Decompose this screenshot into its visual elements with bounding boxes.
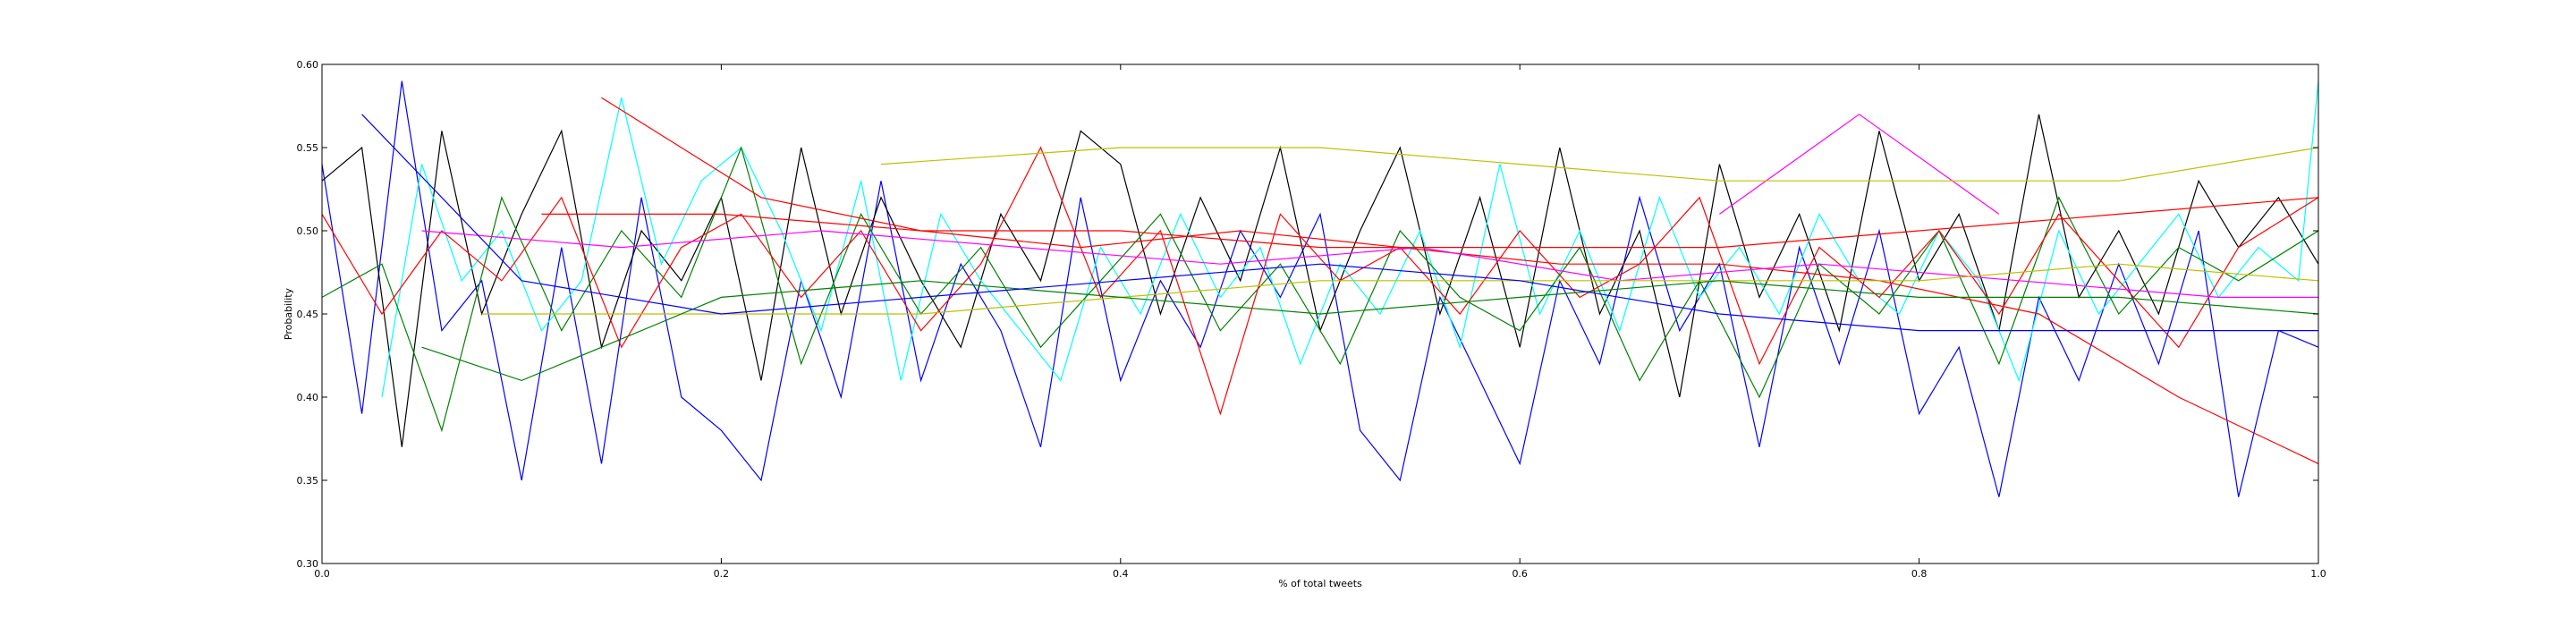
series-line-3 [381,80,2318,398]
y-tick-label-5: 0.50 [297,225,319,237]
x-tick-label-6: 1.0 [2310,568,2326,580]
series-line-10 [481,263,2318,315]
x-tick-label-3: 0.4 [1113,568,1129,580]
x-tick-label-4: 0.6 [1512,568,1528,580]
series-line-5 [322,146,2318,416]
x-axis-label: % of total tweets [1278,578,1362,589]
x-tick-label-2: 0.2 [714,568,730,580]
y-tick-label-1: 0.30 [297,558,319,570]
y-tick-label-2: 0.35 [297,475,319,487]
series-line-11 [421,280,2318,382]
x-tick-label-1: 0.0 [314,568,330,580]
series-line-9 [880,147,2318,182]
y-axis-label: Probability [283,287,294,340]
series-line-1 [322,80,2318,497]
y-tick-label-4: 0.45 [297,309,319,320]
y-tick-label-7: 0.60 [297,59,319,71]
series-line-12 [361,114,2318,332]
y-tick-label-6: 0.55 [297,142,319,154]
series-line-6 [601,97,2318,464]
y-axis: 0.30 0.35 0.40 0.45 0.50 0.55 0.60 [297,59,2318,570]
x-tick-label-5: 0.8 [1911,568,1928,580]
series-line-13 [541,197,2318,249]
series-layer [322,80,2318,497]
y-tick-label-3: 0.40 [297,392,319,403]
x-axis: 0.0 0.2 0.4 0.6 0.8 1.0 [314,64,2326,580]
